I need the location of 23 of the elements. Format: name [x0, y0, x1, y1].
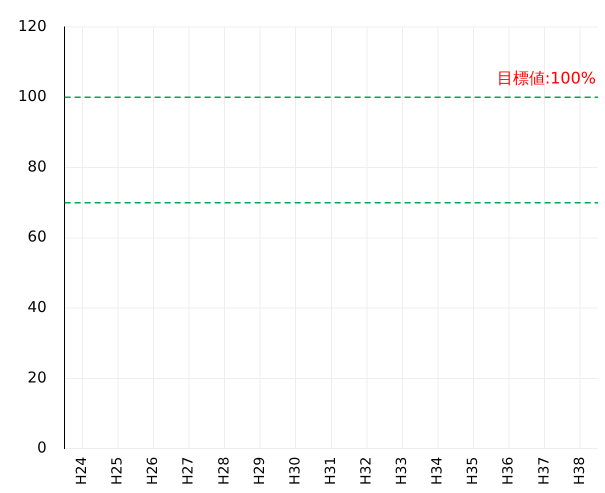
x-tick-label: H25 — [110, 456, 126, 485]
x-tick-label: H38 — [572, 456, 588, 485]
x-tick-label: H30 — [287, 456, 304, 485]
y-tick-label: 80 — [28, 157, 47, 176]
x-tick-label: H34 — [430, 456, 446, 485]
y-tick-label: 20 — [28, 368, 47, 386]
y-tick-label: 100 — [18, 87, 47, 106]
x-tick-label: H36 — [500, 456, 517, 485]
x-tick-label: H35 — [465, 456, 482, 485]
x-tick-label: H37 — [536, 456, 552, 485]
x-tick-label: H26 — [145, 456, 162, 485]
x-tick-label: H27 — [180, 456, 197, 485]
y-tick-label: 60 — [28, 228, 47, 246]
x-tick-label: H33 — [394, 456, 410, 485]
y-tick-label: 120 — [18, 16, 47, 35]
ref-line-label: 目標値:100% — [496, 68, 596, 88]
x-tick-label: H24 — [74, 456, 90, 485]
y-tick-label: 0 — [37, 438, 47, 457]
x-tick-label: H29 — [252, 456, 268, 485]
x-tick-label: H31 — [322, 456, 339, 485]
x-tick-label: H32 — [358, 456, 374, 485]
x-tick-label: H28 — [216, 456, 232, 485]
y-tick-label: 40 — [28, 298, 47, 316]
